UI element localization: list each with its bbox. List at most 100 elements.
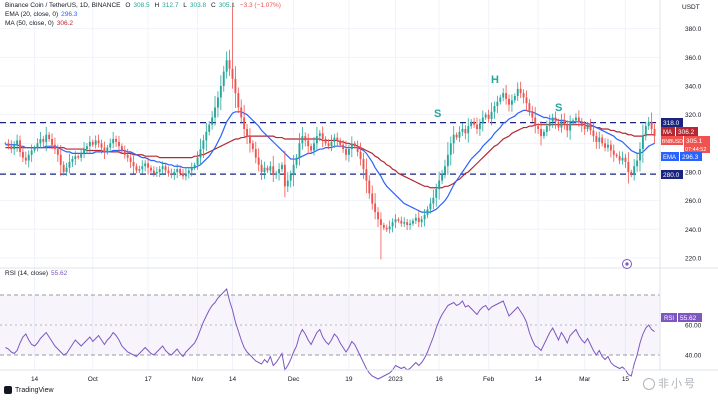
- candle-body: [586, 124, 589, 129]
- candle-body: [382, 225, 385, 228]
- rsi-badge-tag: [661, 313, 677, 322]
- candle-body: [356, 146, 359, 152]
- candle-body: [534, 117, 537, 127]
- price-tick-label: 260.0: [685, 198, 702, 205]
- candle-body: [522, 93, 525, 98]
- close-value: 305.1: [218, 2, 235, 9]
- candle-body: [359, 151, 362, 160]
- candle-body: [313, 143, 315, 151]
- candle-body: [508, 98, 510, 105]
- candle-body: [464, 128, 467, 134]
- feixiaohao-text: 非小号: [658, 378, 697, 390]
- candle-body: [214, 107, 216, 118]
- candle-body: [106, 147, 109, 152]
- candle-body: [484, 114, 487, 118]
- candle-body: [295, 157, 298, 165]
- event-marker-icon[interactable]: [622, 259, 632, 269]
- candle-body: [604, 143, 607, 148]
- resistance-badge-text: 318.0: [663, 120, 680, 127]
- candle-body: [13, 144, 16, 150]
- candle-body: [580, 121, 583, 127]
- candle-body: [409, 223, 411, 226]
- ma-badge: [676, 127, 698, 136]
- candle-body: [540, 128, 542, 137]
- candle-body: [414, 217, 417, 221]
- candle-body: [575, 117, 577, 121]
- candle-body: [21, 151, 24, 158]
- candle-body: [126, 154, 129, 158]
- candle-body: [601, 137, 604, 144]
- candle-body: [644, 126, 647, 137]
- candle-body: [86, 146, 88, 150]
- axis-unit-label: USDT: [682, 4, 700, 11]
- tradingview-brand: TradingView: [15, 386, 54, 394]
- candle-body: [551, 117, 554, 122]
- candle-body: [120, 146, 123, 151]
- candle-body: [62, 164, 65, 172]
- candle-body: [123, 150, 126, 155]
- tradingview-logo-icon: [4, 386, 12, 394]
- candle-body: [417, 217, 420, 223]
- candle-body: [152, 170, 155, 174]
- candle-body: [470, 121, 473, 127]
- candle-body: [59, 154, 62, 165]
- candle-body: [347, 149, 350, 155]
- price-tick-label: 380.0: [685, 26, 702, 33]
- open-label: O: [125, 2, 131, 9]
- ema-legend-value: 296.3: [61, 11, 78, 18]
- time-tick-label: 2023: [388, 376, 403, 383]
- candle-body: [333, 137, 336, 142]
- candle-body: [164, 166, 167, 171]
- candle-body: [246, 128, 248, 137]
- candle-body: [350, 143, 353, 150]
- candle-body: [184, 173, 187, 177]
- ma-badge-tag: [661, 127, 675, 136]
- candle-body: [557, 121, 560, 128]
- pair-badge-tag-text: BNBUSDT: [662, 139, 686, 145]
- symbol-legend: Binance Coin / TetherUS, 1D, BINANCE O 30…: [5, 2, 284, 10]
- ma50-line: [5, 124, 655, 189]
- candle-body: [269, 166, 272, 171]
- candle-body: [481, 117, 484, 124]
- event-marker[interactable]: [622, 259, 632, 269]
- candle-body: [266, 167, 269, 171]
- candle-body: [97, 140, 100, 144]
- candle-body: [589, 124, 592, 131]
- candle-body: [158, 169, 161, 172]
- tradingview-watermark[interactable]: TradingView: [4, 386, 54, 394]
- candle-body: [321, 133, 324, 140]
- candle-body: [420, 219, 423, 223]
- candle-body: [438, 180, 441, 190]
- time-axis[interactable]: 14 Oct 17 Nov 14 Dec 19 2023 16 Feb 14 Mar 15: [31, 376, 629, 383]
- candle-body: [190, 167, 193, 171]
- candle-body: [639, 149, 641, 161]
- candle-body: [423, 214, 426, 220]
- candle-body: [394, 219, 397, 223]
- feixiaohao-watermark: 非小号: [643, 375, 697, 391]
- candle-body: [531, 111, 534, 118]
- candle-body: [71, 159, 74, 162]
- candle-body: [458, 131, 461, 138]
- candle-body: [595, 136, 598, 142]
- candle-body: [324, 139, 327, 144]
- time-tick-label: Oct: [88, 376, 98, 383]
- candle-body: [435, 189, 438, 198]
- candle-body: [554, 117, 557, 122]
- candle-body: [653, 128, 656, 137]
- candle-body: [516, 88, 519, 97]
- rsi-band: [0, 294, 660, 356]
- candle-body: [88, 141, 91, 147]
- candle-body: [234, 78, 237, 94]
- candle-body: [225, 60, 228, 72]
- candle-body: [315, 136, 318, 144]
- candle-body: [257, 157, 260, 165]
- candle-body: [301, 136, 304, 144]
- candle-body: [542, 131, 545, 137]
- candle-body: [222, 71, 225, 86]
- candle-body: [179, 169, 182, 174]
- candle-body: [176, 169, 179, 172]
- candle-body: [275, 173, 278, 175]
- candle-body: [24, 157, 27, 161]
- candle-body: [115, 139, 118, 142]
